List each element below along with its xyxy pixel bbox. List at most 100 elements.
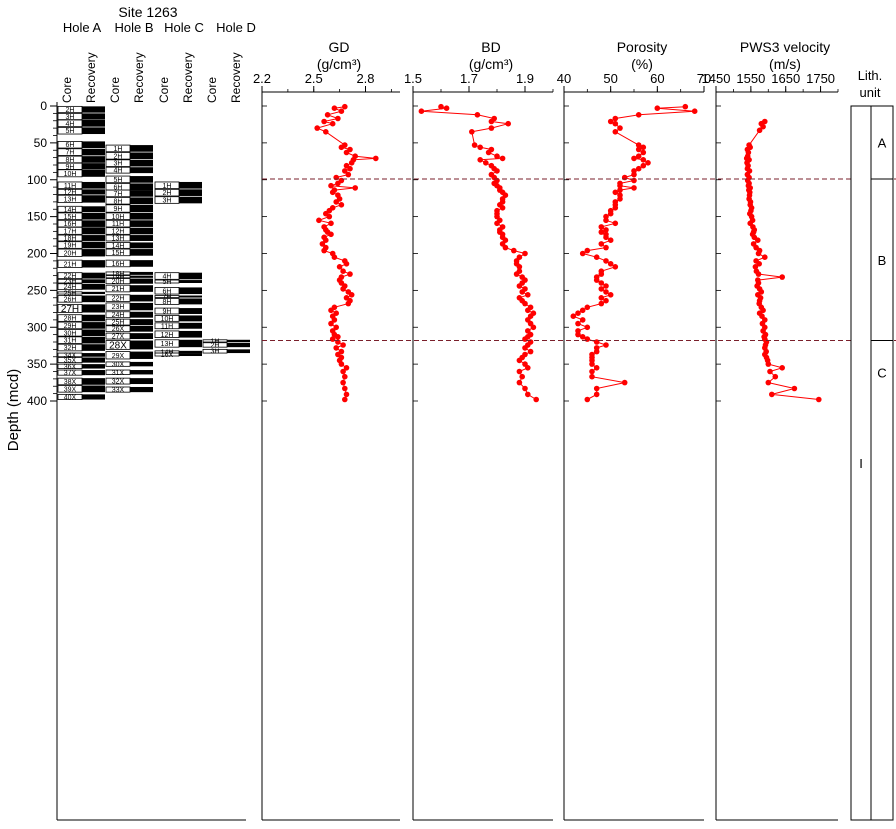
core-label: 22H xyxy=(64,273,77,280)
core-label: 10H xyxy=(161,316,174,323)
core-label: 30X xyxy=(112,362,125,369)
data-point xyxy=(640,157,647,163)
data-point xyxy=(342,103,348,110)
core-column-header: Core xyxy=(205,77,219,103)
recovery-bar xyxy=(130,278,153,284)
core-label: 19H xyxy=(112,274,125,281)
panel-title: Porosity xyxy=(617,39,668,55)
recovery-bar xyxy=(82,272,105,279)
data-point xyxy=(765,379,772,386)
data-point xyxy=(617,182,623,189)
core-label: 6H xyxy=(163,288,172,295)
data-point xyxy=(516,368,523,375)
recovery-bar xyxy=(82,385,105,393)
data-point xyxy=(340,379,346,386)
data-point xyxy=(328,182,334,189)
data-point xyxy=(469,129,475,135)
core-label: 31H xyxy=(64,338,77,345)
core-column-header: Core xyxy=(157,77,171,103)
data-point xyxy=(494,220,500,227)
recovery-bar xyxy=(82,283,105,290)
data-point xyxy=(598,286,605,292)
recovery-bar xyxy=(179,196,202,204)
data-point xyxy=(347,271,353,277)
data-point xyxy=(319,241,326,247)
recovery-bar xyxy=(130,271,153,275)
data-point xyxy=(598,300,605,307)
data-point xyxy=(516,379,523,386)
core-label: 25H xyxy=(64,290,77,297)
core-label: 8H xyxy=(114,198,123,205)
data-point xyxy=(530,324,537,331)
data-point xyxy=(522,250,528,257)
depth-tick-label: 100 xyxy=(27,173,47,187)
recovery-bar xyxy=(130,325,153,332)
core-column-header: Core xyxy=(60,77,74,103)
recovery-bar xyxy=(82,322,105,329)
recovery-bar xyxy=(227,339,250,342)
core-label: 18H xyxy=(112,271,125,278)
recovery-bar xyxy=(82,329,105,337)
data-point xyxy=(335,115,341,122)
data-point xyxy=(329,189,336,196)
recovery-bar xyxy=(130,183,153,191)
recovery-bar xyxy=(82,394,105,400)
x-tick-label: 70 xyxy=(697,71,711,86)
core-label: 19H xyxy=(64,243,77,250)
data-point xyxy=(769,391,775,398)
data-point xyxy=(756,261,762,267)
recovery-bar xyxy=(82,378,105,385)
core-label: 15H xyxy=(112,250,125,257)
x-tick-label: 50 xyxy=(603,71,617,86)
recovery-bar xyxy=(82,163,105,170)
core-label: 11H xyxy=(64,183,76,190)
y-axis-label: Depth (mcd) xyxy=(5,369,22,452)
data-point xyxy=(631,185,637,191)
core-label: 13H xyxy=(112,236,125,243)
core-label: 28H xyxy=(64,316,77,323)
recovery-bar xyxy=(82,260,105,268)
data-point xyxy=(533,396,539,403)
data-point xyxy=(791,385,798,392)
core-label: 13H xyxy=(64,196,77,203)
series-line xyxy=(421,106,537,400)
recovery-bar xyxy=(82,127,105,135)
core-label: 23H xyxy=(112,304,125,311)
data-point xyxy=(343,149,350,156)
recovery-bar xyxy=(130,340,153,350)
data-point xyxy=(584,247,591,254)
lith-title-line-1: Lith. xyxy=(858,68,883,83)
recovery-bar xyxy=(179,322,202,329)
recovery-bar xyxy=(82,336,105,344)
recovery-bar xyxy=(82,220,105,227)
core-label: 16H xyxy=(64,221,77,228)
data-point xyxy=(603,283,609,289)
data-point xyxy=(575,310,581,317)
data-point xyxy=(593,254,600,260)
core-label: 7H xyxy=(114,191,123,198)
core-label: 4H xyxy=(163,274,172,281)
data-point xyxy=(516,264,523,270)
data-point xyxy=(617,125,623,131)
panel-unit-label: (%) xyxy=(631,56,653,72)
recovery-bar xyxy=(179,350,202,354)
core-label: 5H xyxy=(163,279,172,286)
recovery-bar xyxy=(82,206,105,213)
core-label: 11H xyxy=(161,323,173,330)
recovery-column-header: Recovery xyxy=(84,52,98,103)
core-label: 32H xyxy=(64,345,77,352)
data-point xyxy=(324,112,331,118)
data-point xyxy=(612,120,619,127)
data-point xyxy=(603,342,609,348)
data-point xyxy=(373,155,379,162)
core-label: 26X xyxy=(112,326,125,333)
data-point xyxy=(348,160,355,166)
core-label: 25H xyxy=(112,320,125,327)
depth-tick-label: 0 xyxy=(40,99,47,113)
x-tick-label: 2.2 xyxy=(253,71,271,86)
recovery-bar xyxy=(82,227,105,235)
core-label: 1H xyxy=(163,183,172,190)
core-label: 6H xyxy=(114,184,123,191)
data-point xyxy=(494,168,500,174)
